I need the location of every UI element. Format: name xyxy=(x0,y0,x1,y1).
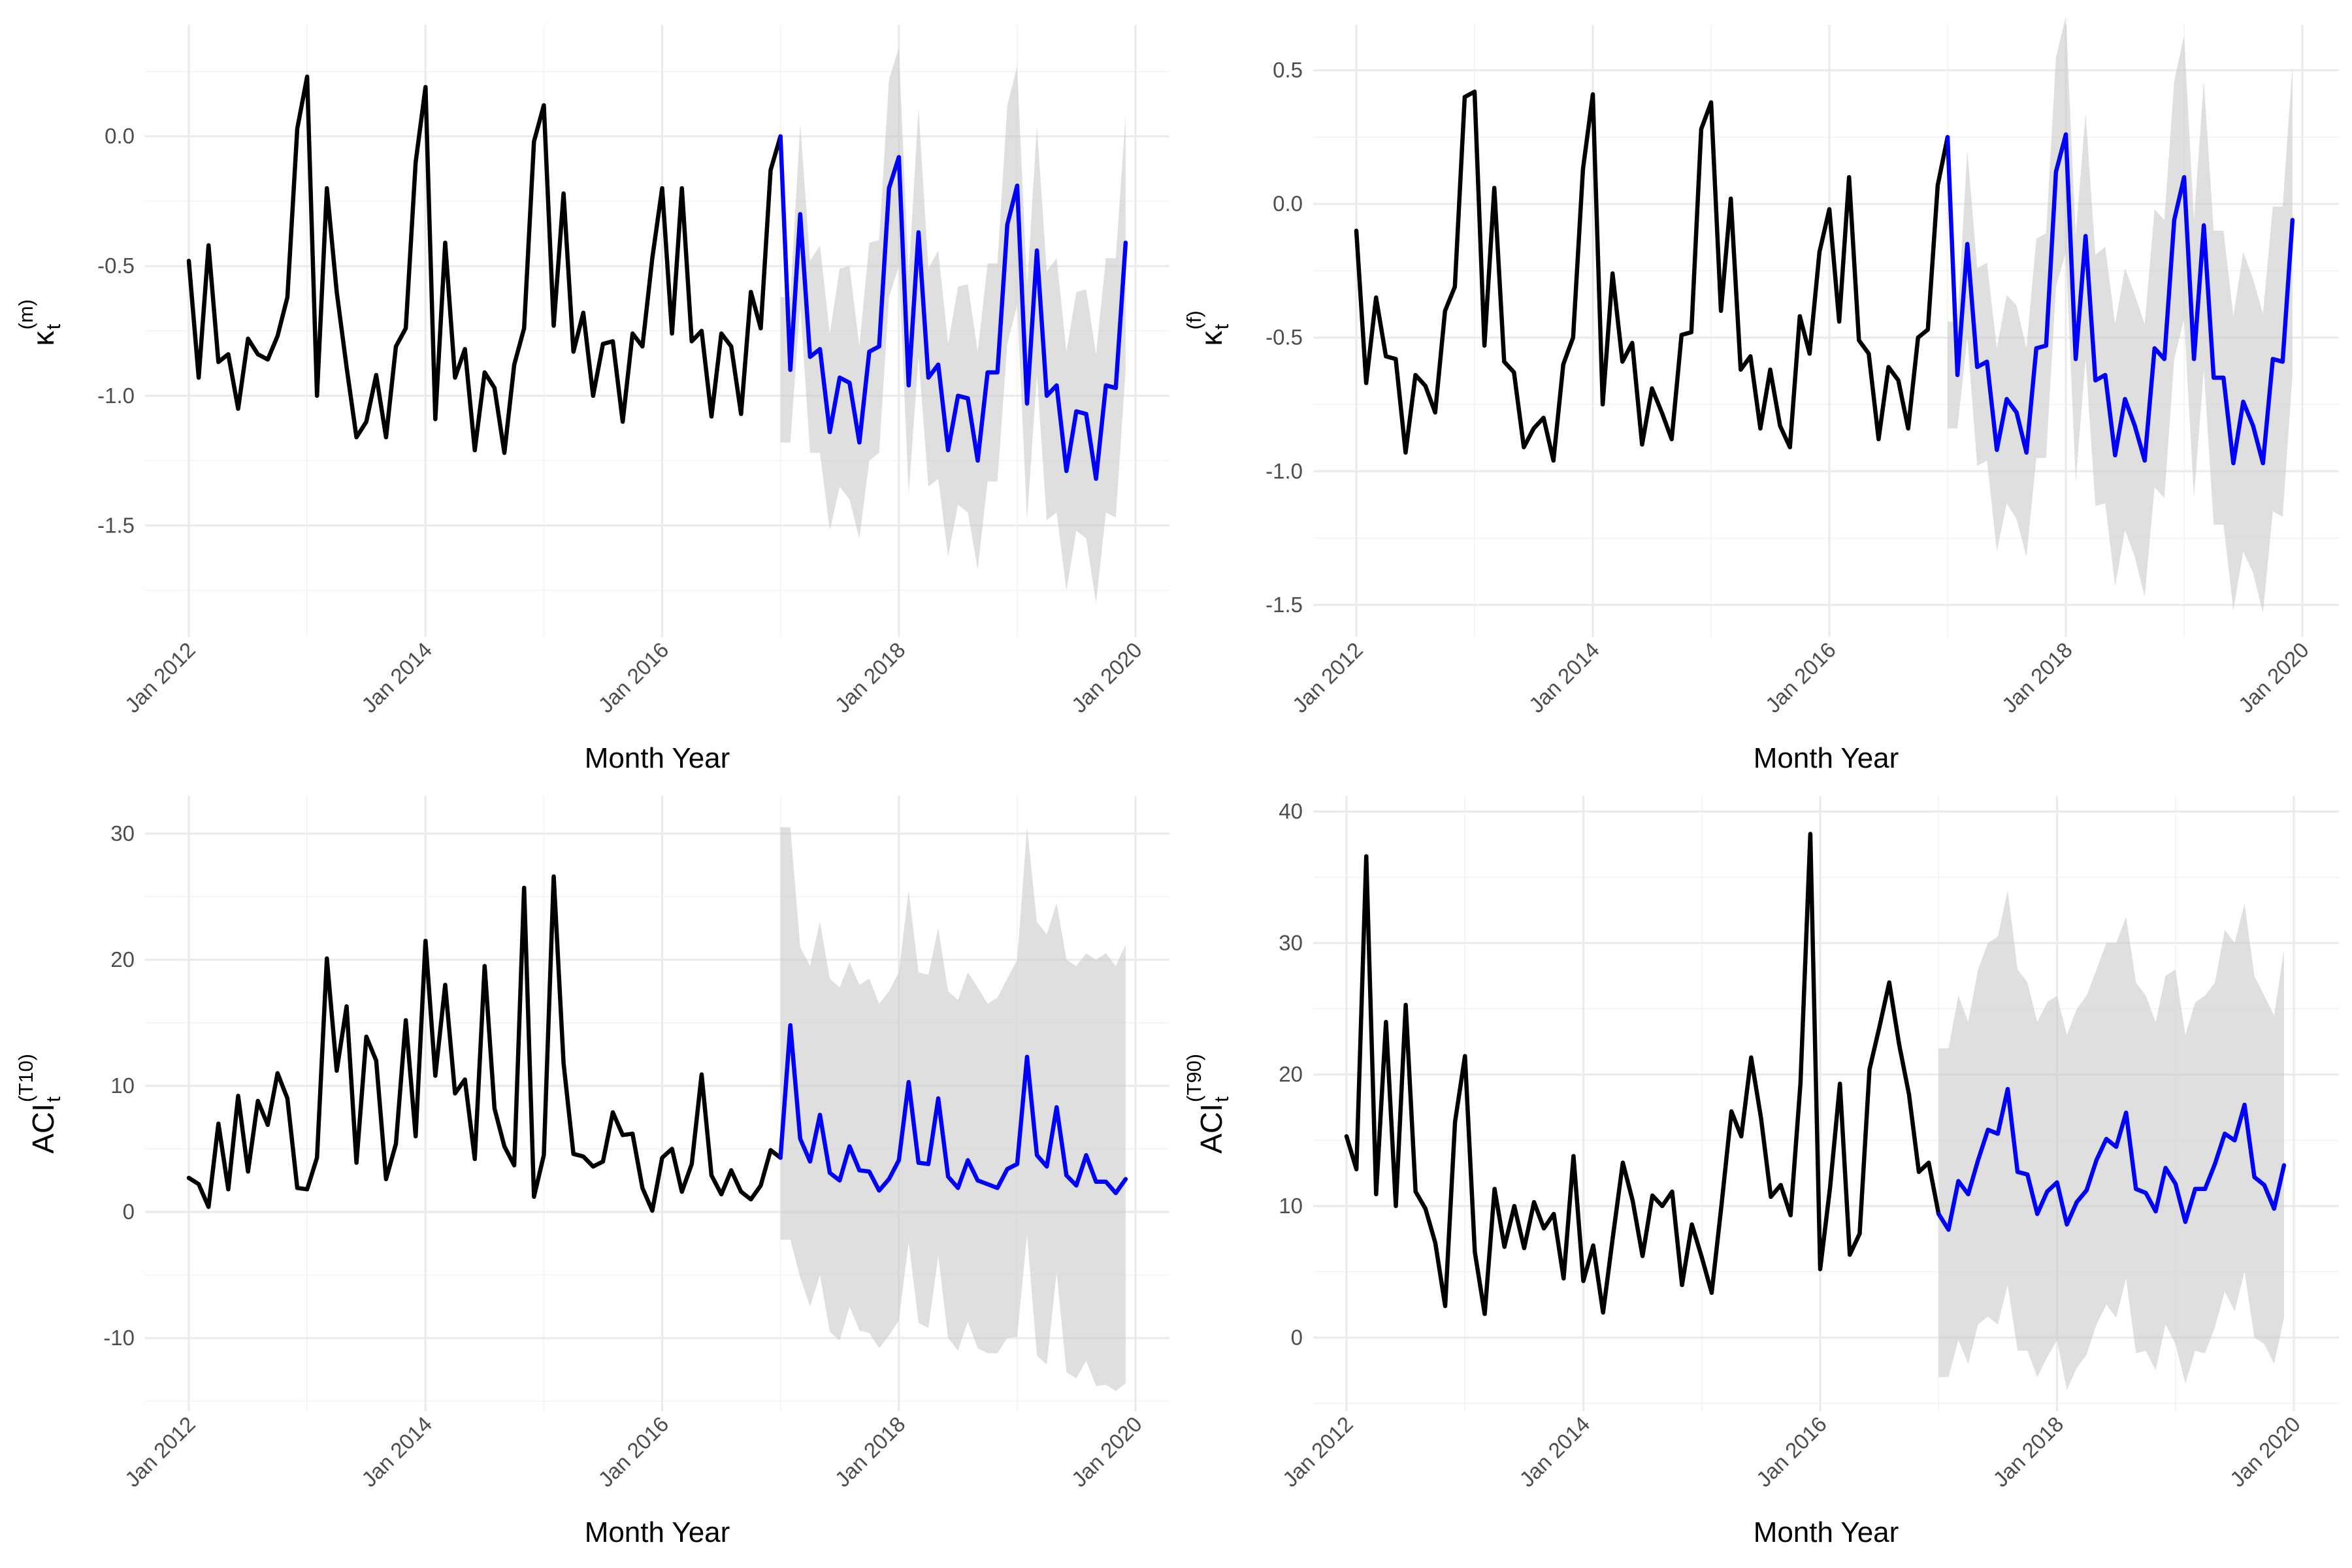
panel-kappa_m: -1.5 -1.0 -0.5 0.0 Jan 2012 Jan 2014 Jan 2016 J… xyxy=(14,25,1169,774)
y-tick-label: 0.0 xyxy=(1273,191,1303,216)
y-tick-label: 0 xyxy=(1291,1325,1303,1349)
y-tick-label: 10 xyxy=(1279,1194,1303,1218)
y-tick-label: 30 xyxy=(110,821,135,845)
y-tick-label: 20 xyxy=(110,947,135,972)
x-tick-label: Jan 2014 xyxy=(357,638,436,717)
y-tick-label: -10 xyxy=(103,1326,135,1350)
y-axis-title-superscript: (m) xyxy=(14,299,37,329)
y-tick-label: -1.0 xyxy=(1266,459,1303,483)
x-tick-label: Jan 2020 xyxy=(2234,638,2313,717)
x-tick-label: Jan 2020 xyxy=(1067,638,1147,717)
x-tick-label: Jan 2014 xyxy=(1514,1412,1594,1492)
x-axis-title: Month Year xyxy=(1754,1516,1899,1548)
x-axis-title: Month Year xyxy=(585,1516,730,1548)
y-tick-label: 0.0 xyxy=(105,124,135,148)
x-tick-label: Jan 2020 xyxy=(1067,1412,1147,1492)
forecast-interval-band xyxy=(1948,16,2293,613)
x-axis-title: Month Year xyxy=(585,742,730,774)
y-tick-label: 40 xyxy=(1279,799,1303,823)
y-tick-label: -1.5 xyxy=(97,513,135,537)
y-axis-title: κt (m) xyxy=(14,299,65,346)
forecast-series-line xyxy=(778,1023,1128,1196)
y-tick-label: -0.5 xyxy=(97,253,135,278)
panel-aci_t10: -10 0 10 20 30 Jan 2012 Jan 2014 Jan 2016 Jan 20… xyxy=(14,796,1169,1548)
x-tick-label: Jan 2016 xyxy=(1761,638,1840,717)
forecast-series-line xyxy=(778,134,1128,482)
observed-series-line xyxy=(1354,90,1950,463)
observed-series-line xyxy=(1344,832,1941,1316)
x-axis-title: Month Year xyxy=(1754,742,1899,774)
y-axis-title: κt (f) xyxy=(1183,310,1233,346)
y-axis-title-superscript: (f) xyxy=(1183,310,1205,329)
y-tick-label: -1.5 xyxy=(1266,593,1303,617)
x-tick-label: Jan 2018 xyxy=(1988,1412,2068,1492)
y-axis-title-subscript: t xyxy=(1210,324,1233,330)
y-axis-title-superscript: (T90) xyxy=(1183,1054,1205,1102)
y-axis-title-base: κ xyxy=(1194,331,1228,346)
y-axis-title-base: ACI xyxy=(1194,1103,1228,1154)
x-tick-label: Jan 2016 xyxy=(593,1412,673,1492)
y-tick-label: -0.5 xyxy=(1266,325,1303,350)
x-tick-label: Jan 2018 xyxy=(830,1412,910,1492)
x-tick-label: Jan 2018 xyxy=(830,638,910,717)
x-tick-label: Jan 2012 xyxy=(1278,1412,1358,1492)
x-tick-label: Jan 2012 xyxy=(1288,638,1367,717)
forecast-series-line xyxy=(1945,132,2295,466)
forecast-series-line xyxy=(1936,1086,2287,1232)
panel-aci_t90: 0 10 20 30 40 Jan 2012 Jan 2014 Jan 2016 Jan 201… xyxy=(1183,796,2339,1548)
observed-series-line xyxy=(186,874,783,1213)
y-axis-title-subscript: t xyxy=(42,1096,65,1102)
y-tick-label: -1.0 xyxy=(97,384,135,408)
y-axis-title-subscript: t xyxy=(1210,1096,1233,1102)
x-tick-label: Jan 2018 xyxy=(1997,638,2077,717)
panel-kappa_f: -1.5 -1.0 -0.5 0.0 0.5 Jan 2012 Jan 2014 Jan 20… xyxy=(1183,16,2339,774)
y-tick-label: 0 xyxy=(123,1200,135,1224)
x-tick-label: Jan 2016 xyxy=(1752,1412,1831,1492)
y-axis-title-base: κ xyxy=(26,331,60,346)
forecast-interval-band xyxy=(780,827,1126,1392)
y-axis-title-superscript: (T10) xyxy=(14,1054,37,1102)
x-tick-label: Jan 2016 xyxy=(593,638,673,717)
x-tick-label: Jan 2012 xyxy=(120,638,200,717)
y-axis-title-subscript: t xyxy=(42,324,65,330)
x-tick-label: Jan 2014 xyxy=(357,1412,436,1492)
x-tick-label: Jan 2014 xyxy=(1524,638,1604,717)
y-tick-label: 20 xyxy=(1279,1062,1303,1086)
x-tick-label: Jan 2020 xyxy=(2225,1412,2305,1492)
y-axis-title-base: ACI xyxy=(26,1103,60,1154)
observed-series-line xyxy=(186,74,783,455)
y-tick-label: 10 xyxy=(110,1073,135,1098)
forecast-interval-band xyxy=(780,48,1126,604)
y-tick-label: 0.5 xyxy=(1273,58,1303,82)
y-tick-label: 30 xyxy=(1279,930,1303,955)
x-tick-label: Jan 2012 xyxy=(120,1412,200,1492)
